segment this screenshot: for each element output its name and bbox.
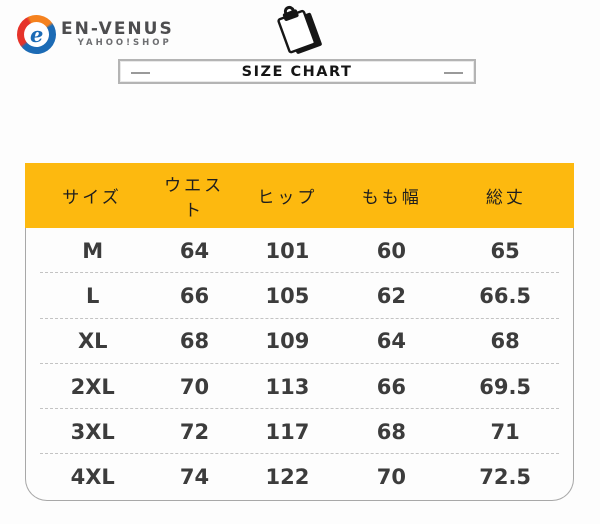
value-cell: 68	[490, 329, 520, 354]
value-cell: 66	[179, 283, 210, 308]
table-row: XL 68 109 64 68	[26, 319, 573, 365]
value-cell: 64	[376, 329, 406, 354]
value-cell: 101	[265, 238, 310, 263]
value-cell: 66.5	[479, 283, 532, 308]
value-cell: 60	[376, 238, 406, 263]
size-label: 4XL	[70, 465, 115, 490]
size-label: 3XL	[70, 419, 115, 444]
value-cell: 109	[265, 329, 310, 354]
value-cell: 70	[376, 465, 406, 490]
title-dash-right-icon	[444, 71, 463, 74]
size-label: 2XL	[70, 374, 115, 399]
column-header: ヒップ	[257, 188, 318, 208]
size-table-body: M 64 101 60 65 L 66 105 62 66.5 XL 68 109 64 68 2XL 70 11…	[25, 228, 574, 501]
brand-logo: e EN-VENUS YAHOO!SHOP	[13, 11, 174, 58]
value-cell: 68	[376, 419, 406, 444]
size-table-header: サイズ ウエスト ヒップ もも幅 総丈	[25, 163, 574, 228]
logo-letter: e	[29, 22, 44, 47]
brand-name: EN-VENUS	[61, 18, 174, 39]
value-cell: 122	[265, 465, 310, 490]
clipboard-icon	[264, 1, 330, 65]
size-label: XL	[77, 329, 108, 354]
table-row: 2XL 70 113 66 69.5	[26, 364, 573, 410]
value-cell: 72.5	[479, 465, 532, 490]
logo-icon-inner: e	[21, 19, 52, 50]
title-dash-left-icon	[131, 71, 150, 74]
value-cell: 113	[265, 374, 310, 399]
table-row: 3XL 72 117 68 71	[26, 409, 573, 455]
value-cell: 62	[376, 283, 406, 308]
value-cell: 117	[265, 419, 310, 444]
size-label: L	[86, 283, 100, 308]
column-header: もも幅	[361, 188, 422, 208]
table-row: 4XL 74 122 70 72.5	[26, 454, 573, 499]
size-table: サイズ ウエスト ヒップ もも幅 総丈 M 64 101 60 65 L 66 105 62 66.5 XL…	[25, 163, 574, 501]
table-row: L 66 105 62 66.5	[26, 273, 573, 319]
value-cell: 74	[179, 465, 210, 490]
size-label: M	[82, 238, 104, 263]
size-chart-title-box: SIZE CHART	[118, 59, 476, 84]
table-row: M 64 101 60 65	[26, 228, 573, 274]
page-title: SIZE CHART	[241, 63, 353, 80]
value-cell: 65	[490, 238, 520, 263]
column-header: ウエスト	[164, 175, 225, 221]
value-cell: 72	[179, 419, 210, 444]
value-cell: 66	[376, 374, 406, 399]
column-header: サイズ	[62, 188, 122, 208]
value-cell: 105	[265, 283, 310, 308]
value-cell: 68	[179, 329, 210, 354]
value-cell: 70	[179, 374, 210, 399]
value-cell: 69.5	[479, 374, 532, 399]
value-cell: 64	[179, 238, 210, 263]
brand-subtitle: YAHOO!SHOP	[77, 38, 172, 49]
logo-swirl-icon: e	[13, 11, 60, 58]
value-cell: 71	[490, 419, 520, 444]
logo-text: EN-VENUS YAHOO!SHOP	[61, 18, 174, 49]
column-header: 総丈	[485, 188, 526, 208]
